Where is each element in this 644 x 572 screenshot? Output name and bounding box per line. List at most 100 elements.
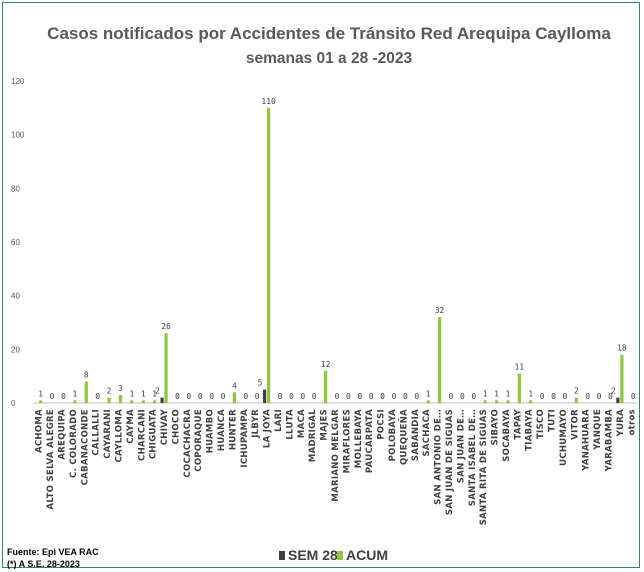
bar-sem28 [616,397,620,403]
data-label-sem28: 5 [258,379,263,388]
bar-acum [267,107,271,403]
data-label-acum: 0 [255,392,260,401]
x-tick-label: SIBAYO [491,409,501,445]
data-label-acum: 2 [574,387,579,396]
x-tick-label: SAN JUAN DE SIGUAS [445,409,455,515]
x-tick-label: SANTA ISABEL DE… [468,409,478,506]
x-tick-label: otros [627,409,637,436]
x-tick-label: MOLLEBAYA [354,409,364,468]
data-label-acum: 4 [232,381,237,390]
data-label-acum: 0 [551,392,556,401]
data-label-acum: 0 [209,392,214,401]
data-label-acum: 0 [403,392,408,401]
data-label-acum: 0 [50,392,55,401]
bar-acum [84,381,88,403]
chart: Casos notificados por Accidentes de Trán… [7,24,637,569]
data-label-acum: 0 [380,392,385,401]
data-label-acum: 32 [435,306,445,315]
data-label-acum: 26 [161,322,171,331]
legend-swatch-acum [337,551,343,560]
data-label-acum: 0 [300,392,305,401]
x-tick-label: CALLALLI [92,409,102,456]
data-label-acum: 0 [278,392,283,401]
data-label-acum: 0 [289,392,294,401]
x-tick-label: CAYMA [126,409,136,444]
bar-sem28 [160,397,164,403]
y-tick-label: 60 [11,238,20,247]
data-label-acum: 0 [312,392,317,401]
source-note: Fuente: Epi VEA RAC [7,547,99,557]
x-tick-label: TAPAY [513,408,523,439]
data-label-acum: 0 [369,392,374,401]
x-tick-label: C. COLORADO [69,409,79,478]
bar-acum [574,397,578,403]
x-tick-label: LA JOYA [263,409,273,448]
legend-label-sem28: SEM 28 [288,547,338,563]
legend-label-acum: ACUM [346,547,388,563]
data-label-acum: 1 [426,389,431,398]
x-tick-label: MARIANO MELGAR [331,409,341,502]
data-label-acum: 1 [506,389,511,398]
bar-acum [39,400,43,403]
bar-acum [153,400,157,403]
bar-acum [107,397,111,403]
x-tick-label: VITOR [570,409,580,440]
y-tick-label: 120 [11,77,25,86]
bar-acum [426,400,430,403]
x-tick-label: QUEQUEÑA [398,409,409,465]
bar-acum [620,354,624,403]
data-label-sem28: 2 [155,387,160,396]
data-label-acum: 1 [129,389,134,398]
data-label-acum: 0 [243,392,248,401]
x-tick-label: POLOBAYA [388,409,398,461]
x-tick-label: UCHUMAYO [559,409,569,466]
data-label-acum: 0 [221,392,226,401]
data-label-acum: 0 [198,392,203,401]
x-tick-label: YANAHUARA [582,409,592,472]
data-label-acum: 3 [118,384,123,393]
data-label-sem28: 2 [611,387,616,396]
y-tick-label: 40 [11,292,20,301]
y-tick-label: 20 [11,345,20,354]
data-label-acum: 1 [528,389,533,398]
data-label-acum: 12 [321,360,331,369]
x-tick-label: SANTA RITA DE SIGUAS [479,409,489,525]
x-tick-label: POCSI [377,409,387,440]
chart-subtitle: semanas 01 a 28 -2023 [246,50,413,67]
y-tick-label: 100 [11,131,25,140]
bar-acum [141,400,145,403]
data-label-acum: 1 [152,389,157,398]
x-tick-label: LARI [274,409,284,432]
bar-acum [164,333,168,403]
data-label-acum: 0 [563,392,568,401]
data-label-acum: 0 [95,392,100,401]
x-tick-label: COPORAQUE [194,409,204,472]
legend: SEM 28 ACUM [279,547,388,563]
x-tick-label: CHIGUATA [149,409,159,459]
data-label-acum: 1 [483,389,488,398]
data-label-acum: 8 [84,371,89,380]
x-tick-label: PAUCARPATA [365,409,375,473]
x-tick-label: MADRIGAL [308,409,318,462]
data-label-acum: 0 [460,392,465,401]
x-tick-label: SACHACA [422,409,432,457]
data-label-acum: 0 [608,392,613,401]
x-tick-label: CHIVAY [160,408,170,445]
bar-acum [483,400,487,403]
x-tick-label: HUNTER [228,409,238,450]
data-label-acum: 0 [414,392,419,401]
data-label-acum: 0 [175,392,180,401]
x-tick-label: SAN JUAN DE… [456,409,466,483]
x-tick-label: COCACHACRA [183,409,193,478]
bar-acum [517,373,521,403]
data-label-acum: 0 [471,392,476,401]
bar-acum [232,392,237,403]
data-label-acum: 0 [449,392,454,401]
bar-acum [506,400,510,403]
legend-swatch-sem28 [279,551,285,560]
x-tick-label: TIABAYA [525,409,535,451]
x-tick-label: ACHOMA [35,409,45,453]
x-tick-label: MACA [297,409,307,438]
x-tick-label: TUTI [548,409,558,432]
